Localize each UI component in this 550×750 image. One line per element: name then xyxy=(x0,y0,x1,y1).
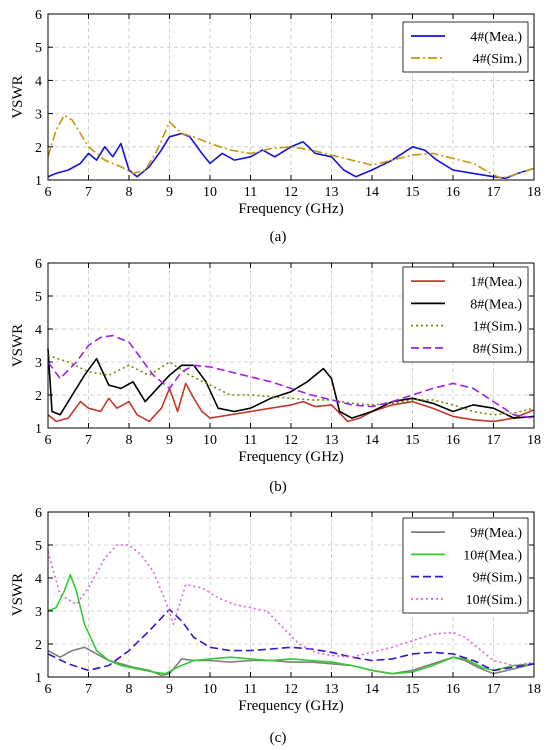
x-tick-label: 18 xyxy=(527,185,541,200)
legend-label: 1#(Mea.) xyxy=(470,275,522,290)
x-tick-label: 17 xyxy=(487,682,501,697)
x-tick-label: 6 xyxy=(45,185,52,200)
y-tick-label: 4 xyxy=(35,74,42,89)
x-axis-label: Frequency (GHz) xyxy=(238,449,343,465)
y-tick-label: 3 xyxy=(35,356,42,371)
legend-label: 10#(Mea.) xyxy=(463,548,522,563)
y-tick-label: 1 xyxy=(35,174,42,189)
panel-label: (b) xyxy=(269,479,287,495)
x-tick-label: 14 xyxy=(365,433,379,448)
legend-label: 4#(Sim.) xyxy=(473,52,523,67)
legend-label: 8#(Mea.) xyxy=(470,297,522,312)
x-tick-label: 12 xyxy=(284,185,298,200)
y-tick-label: 3 xyxy=(35,605,42,620)
panel-label: (c) xyxy=(270,730,287,746)
x-tick-label: 12 xyxy=(284,682,298,697)
y-tick-label: 2 xyxy=(35,141,42,156)
x-tick-label: 8 xyxy=(126,433,133,448)
x-tick-label: 9 xyxy=(166,433,173,448)
y-tick-label: 2 xyxy=(35,389,42,404)
x-tick-label: 16 xyxy=(446,185,460,200)
x-tick-label: 13 xyxy=(325,682,339,697)
x-tick-label: 9 xyxy=(166,682,173,697)
x-tick-label: 15 xyxy=(406,185,420,200)
legend-label: 10#(Sim.) xyxy=(466,593,523,608)
chart-panel-b: (b) 6 7 8 9 10 11 12 13 14 15 16 17 18123456Frequenc… xyxy=(10,257,541,495)
legend-box xyxy=(402,517,529,614)
x-tick-label: 17 xyxy=(487,185,501,200)
x-axis-label: Frequency (GHz) xyxy=(238,698,343,714)
chart-panel-c: (c) 6 7 8 9 10 11 12 13 14 15 16 17 18123456Frequenc… xyxy=(10,506,541,746)
x-tick-label: 11 xyxy=(244,185,257,200)
x-tick-label: 18 xyxy=(527,682,541,697)
y-tick-label: 5 xyxy=(35,41,42,56)
y-tick-label: 5 xyxy=(35,539,42,554)
y-tick-label: 2 xyxy=(35,638,42,653)
y-tick-label: 3 xyxy=(35,108,42,123)
x-tick-label: 11 xyxy=(244,433,257,448)
y-tick-label: 5 xyxy=(35,290,42,305)
series-line-2 xyxy=(47,114,535,180)
legend-label: 1#(Sim.) xyxy=(473,320,523,335)
x-tick-label: 10 xyxy=(203,185,217,200)
x-tick-label: 16 xyxy=(446,682,460,697)
series-line-1 xyxy=(47,646,535,677)
legend-label: 9#(Mea.) xyxy=(470,526,522,541)
x-tick-label: 17 xyxy=(487,433,501,448)
y-tick-label: 6 xyxy=(35,257,42,272)
x-tick-label: 9 xyxy=(166,185,173,200)
series-line-1 xyxy=(47,132,535,180)
legend-box xyxy=(402,21,529,73)
y-tick-label: 4 xyxy=(35,323,42,338)
series-line-3 xyxy=(47,354,535,416)
y-tick-label: 6 xyxy=(35,8,42,23)
x-tick-label: 12 xyxy=(284,433,298,448)
x-tick-label: 16 xyxy=(446,433,460,448)
x-tick-label: 18 xyxy=(527,433,541,448)
chart-panel-a: (a) 6 7 8 9 10 11 12 13 14 15 16 17 18123456Frequenc… xyxy=(10,8,541,245)
x-tick-label: 14 xyxy=(365,185,379,200)
x-tick-label: 7 xyxy=(85,433,92,448)
series-line-2 xyxy=(47,573,535,675)
x-tick-label: 14 xyxy=(365,682,379,697)
x-tick-label: 7 xyxy=(85,185,92,200)
x-tick-label: 6 xyxy=(45,682,52,697)
series-line-1 xyxy=(47,382,535,423)
y-tick-label: 1 xyxy=(35,422,42,437)
y-tick-label: 6 xyxy=(35,506,42,521)
x-tick-label: 15 xyxy=(406,433,420,448)
series-line-4 xyxy=(47,334,535,419)
y-axis-label: VSWR xyxy=(10,573,26,616)
x-tick-label: 15 xyxy=(406,682,420,697)
y-axis-label: VSWR xyxy=(10,75,26,118)
legend-label: 4#(Mea.) xyxy=(470,30,522,45)
x-tick-label: 7 xyxy=(85,682,92,697)
y-tick-label: 4 xyxy=(35,572,42,587)
series-line-2 xyxy=(47,348,535,419)
x-tick-label: 6 xyxy=(45,433,52,448)
panel-label: (a) xyxy=(270,229,287,245)
legend-box xyxy=(402,266,529,363)
x-tick-label: 11 xyxy=(244,682,257,697)
x-tick-label: 8 xyxy=(126,682,133,697)
x-tick-label: 10 xyxy=(203,682,217,697)
y-tick-label: 1 xyxy=(35,671,42,686)
y-axis-label: VSWR xyxy=(10,324,26,367)
legend-label: 9#(Sim.) xyxy=(473,571,523,586)
x-tick-label: 8 xyxy=(126,185,133,200)
series-line-3 xyxy=(47,608,535,672)
x-tick-label: 13 xyxy=(325,433,339,448)
series-line-4 xyxy=(47,544,535,667)
legend-label: 8#(Sim.) xyxy=(473,342,523,357)
x-axis-label: Frequency (GHz) xyxy=(238,201,343,217)
x-tick-label: 13 xyxy=(325,185,339,200)
x-tick-label: 10 xyxy=(203,433,217,448)
